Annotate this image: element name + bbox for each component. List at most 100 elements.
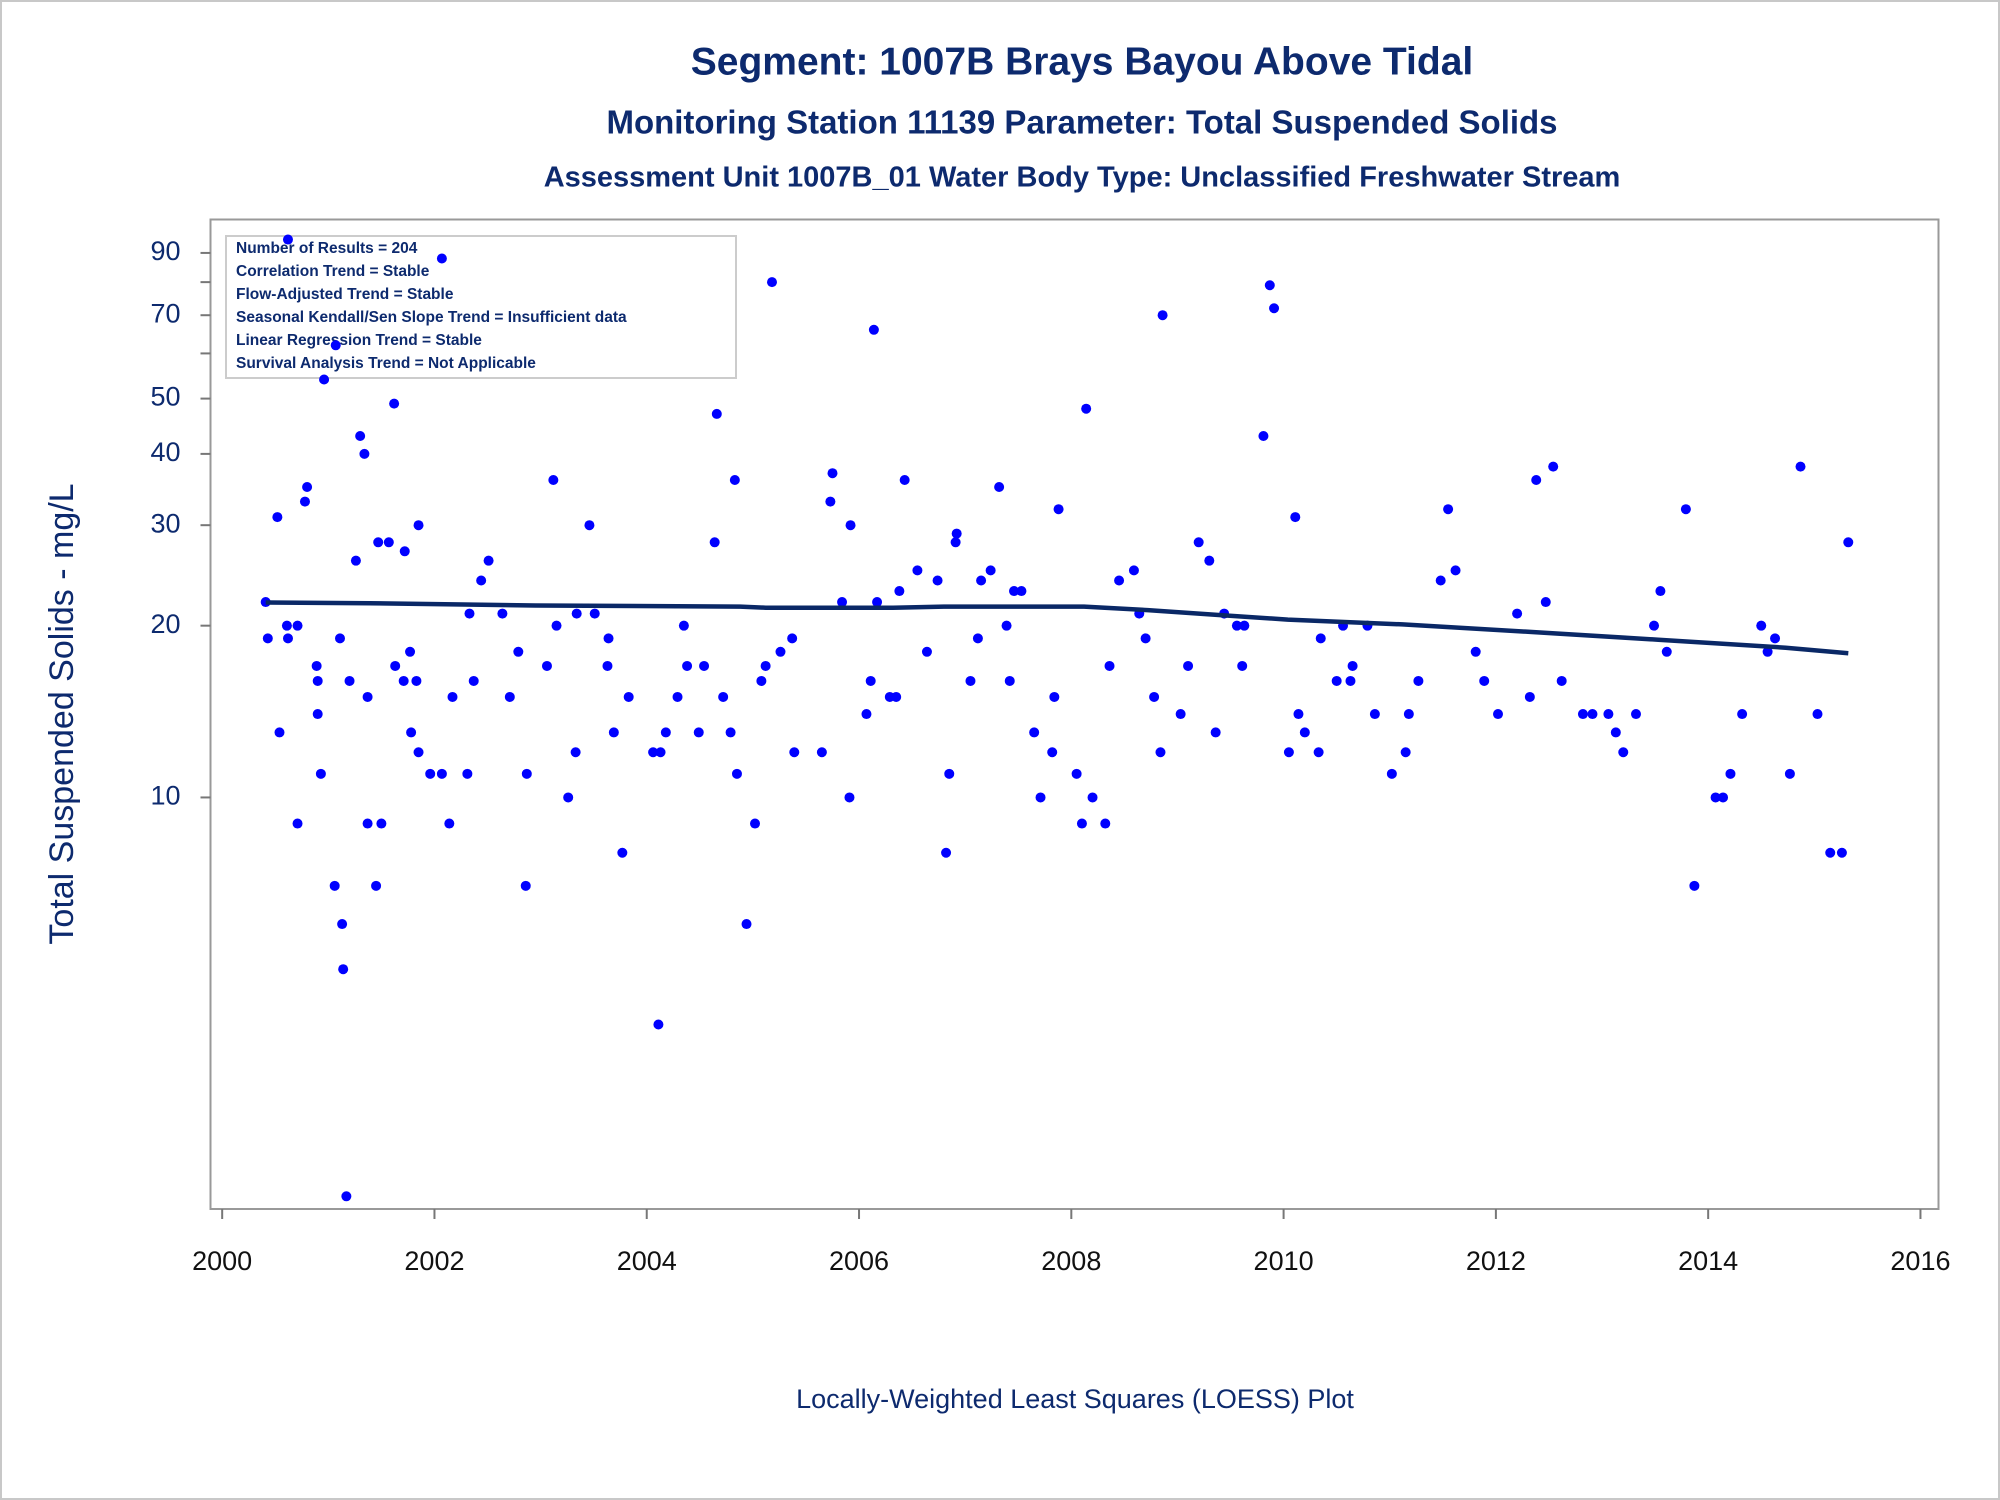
data-point [1210,727,1221,738]
data-point [1403,709,1414,720]
data-point [845,520,856,531]
y-tick-label: 30 [150,508,180,538]
data-point [548,475,559,486]
data-point [405,646,416,657]
data-point [483,555,494,566]
data-point [844,792,855,803]
data-point [1140,633,1151,644]
data-point [1053,504,1064,515]
data-point [660,727,671,738]
data-point [603,633,614,644]
data-point [756,675,767,686]
data-point [775,646,786,657]
data-point [371,880,382,891]
data-point [520,880,531,891]
data-point [1737,709,1748,720]
data-point [1081,403,1092,414]
data-point [1770,633,1781,644]
data-point [1531,475,1542,486]
data-point [1725,768,1736,779]
data-point [312,709,323,720]
y-axis-label: Total Suspended Solids - mg/L [43,483,81,944]
annotation: Survival Analysis Trend = Not Applicable [236,355,536,372]
data-point [337,919,348,930]
data-point [272,512,283,523]
data-point [1258,430,1269,441]
data-point [837,597,848,608]
data-point [476,575,487,586]
x-tick-label: 2008 [1041,1246,1101,1276]
data-point [1269,303,1280,314]
data-point [329,880,340,891]
data-point [941,847,952,858]
data-point [865,675,876,686]
x-tick-label: 2016 [1890,1246,1950,1276]
y-tick-label: 20 [150,609,180,639]
data-point [281,620,292,631]
data-point [682,660,693,671]
data-point [1655,586,1666,597]
data-point [1470,646,1481,657]
data-point [725,727,736,738]
data-point [861,709,872,720]
data-point [1493,709,1504,720]
data-point [350,555,361,566]
data-point [411,675,422,686]
data-point [1104,660,1115,671]
y-tick-label: 40 [150,437,180,467]
plot-frame [209,218,1940,1210]
data-point [1264,280,1275,291]
data-point [1784,768,1795,779]
data-point [1577,709,1588,720]
data-point [789,747,800,758]
data-point [341,1191,352,1202]
y-tick-label: 70 [150,298,180,328]
data-point [1347,660,1358,671]
data-point [1016,586,1027,597]
data-point [994,481,1005,492]
data-point [355,430,366,441]
data-point [1175,709,1186,720]
data-point [1331,675,1342,686]
data-point [292,818,303,829]
data-point [1443,504,1454,515]
data-point [1718,792,1729,803]
data-point [1843,537,1854,548]
x-tick-label: 2014 [1678,1246,1738,1276]
y-tick-label: 90 [150,236,180,266]
data-point [1603,709,1614,720]
data-point [1556,675,1567,686]
data-point [571,608,582,619]
data-point [338,964,349,975]
data-point [436,253,447,264]
data-point [827,468,838,479]
data-point [1029,727,1040,738]
data-point [672,691,683,702]
data-point [891,691,902,702]
data-point [464,608,475,619]
data-point [1193,537,1204,548]
data-point [1183,660,1194,671]
loess-line [265,600,1849,656]
data-point [1795,461,1806,472]
data-point [1290,512,1301,523]
data-point [602,660,613,671]
data-point [1479,675,1490,686]
data-point [1100,818,1111,829]
data-point [709,537,720,548]
data-point [1035,792,1046,803]
data-point [1661,646,1672,657]
data-point [444,818,455,829]
y-tick-label: 50 [150,382,180,412]
data-point [1836,847,1847,858]
y-tick-label: 10 [150,781,180,811]
data-point [1512,608,1523,619]
data-point [693,727,704,738]
data-point [972,633,983,644]
data-point [932,575,943,586]
data-point [766,277,777,288]
data-point [373,537,384,548]
data-point [282,234,293,245]
data-point [648,747,659,758]
